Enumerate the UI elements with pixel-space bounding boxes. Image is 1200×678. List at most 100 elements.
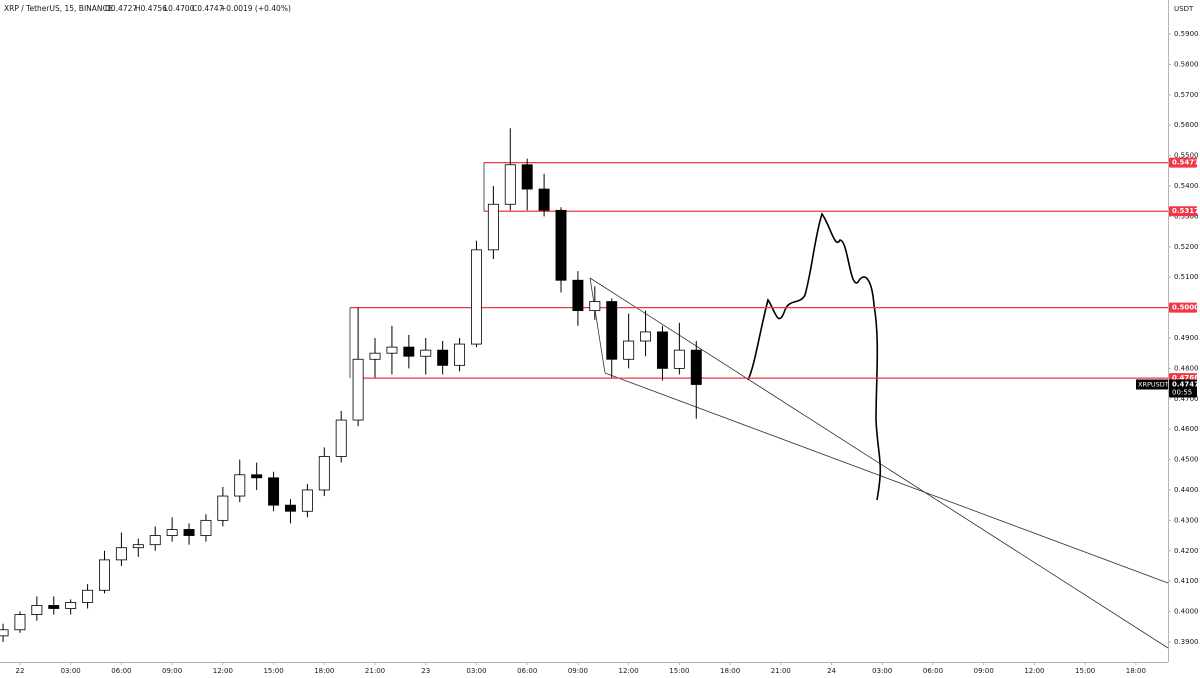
candle-body — [504, 164, 516, 205]
x-tick-label: 12:00 — [619, 667, 639, 675]
x-tick-label: 03:00 — [872, 667, 892, 675]
y-tick-label: 0.5300 — [1174, 212, 1199, 220]
candle-body — [48, 605, 60, 609]
level-label-box — [1169, 206, 1197, 217]
candle-body — [166, 529, 178, 536]
y-tick-label: 0.4000 — [1174, 608, 1199, 616]
level-label: 0.5317 — [1172, 207, 1199, 215]
ohlc-close: C0.4747 — [192, 4, 224, 13]
drawings — [589, 277, 1169, 649]
candle-body — [99, 559, 110, 591]
x-tick-label: 06:00 — [111, 667, 131, 675]
symbol: XRP / TetherUS, 15, BINANCE — [4, 4, 113, 13]
candle-body — [656, 331, 668, 369]
candle-body — [589, 301, 601, 312]
symbol-label: XRPUSDT — [1138, 380, 1169, 388]
change: +0.0019 (+0.40%) — [220, 4, 291, 13]
level-label-box — [1169, 157, 1197, 168]
y-tick-label: 0.4300 — [1174, 516, 1199, 524]
x-tick-label: 18:00 — [1126, 667, 1146, 675]
x-tick-label: 22 — [15, 667, 24, 675]
candle-body — [386, 346, 398, 354]
x-tick-label: 23 — [421, 667, 430, 675]
x-tick-label: 12:00 — [213, 667, 233, 675]
y-tick-label: 0.4400 — [1174, 486, 1199, 494]
candle-body — [690, 349, 702, 385]
price-unit: USDT — [1174, 5, 1194, 13]
x-tick-label: 03:00 — [61, 667, 81, 675]
x-tick-label: 15:00 — [1075, 667, 1095, 675]
candle-body — [82, 589, 94, 603]
candle-body — [420, 349, 432, 357]
candle-body — [0, 629, 9, 637]
x-tick-label: 06:00 — [923, 667, 943, 675]
candle-body — [623, 340, 635, 360]
y-tick-label: 0.4600 — [1174, 425, 1199, 433]
candle-body — [183, 529, 195, 536]
x-tick-label: 21:00 — [365, 667, 385, 675]
candle-body — [285, 504, 296, 512]
y-tick-label: 0.5600 — [1174, 121, 1199, 129]
last-price-label: 0.4747 — [1172, 380, 1199, 388]
candle-body — [200, 519, 212, 536]
level-label: 0.4768 — [1172, 374, 1199, 382]
x-tick-label: 18:00 — [720, 667, 740, 675]
candle-body — [403, 346, 415, 357]
y-tick-label: 0.4500 — [1174, 456, 1199, 464]
y-tick-label: 0.5400 — [1174, 182, 1199, 190]
candle-body — [437, 349, 449, 366]
candle-body — [14, 614, 26, 631]
countdown-label: 00:55 — [1172, 388, 1192, 396]
x-tick-label: 15:00 — [263, 667, 283, 675]
candle-body — [606, 301, 618, 360]
candle-body — [335, 419, 347, 457]
candle-body — [454, 343, 466, 366]
candle-body — [369, 352, 381, 360]
x-tick-label: 24 — [827, 667, 836, 675]
x-tick-label: 15:00 — [669, 667, 689, 675]
level-label: 0.5000 — [1172, 304, 1199, 312]
y-tick-label: 0.4100 — [1174, 577, 1199, 585]
y-tick-label: 0.5700 — [1174, 91, 1199, 99]
ohlc-low: L0.4700 — [164, 4, 195, 13]
y-tick-label: 0.5800 — [1174, 60, 1199, 68]
candle-body — [572, 279, 584, 312]
x-tick-label: 21:00 — [771, 667, 791, 675]
candle-body — [234, 474, 246, 497]
last-price-box — [1169, 379, 1197, 398]
y-tick-label: 0.5900 — [1174, 30, 1199, 38]
symbol-box — [1136, 379, 1168, 390]
candle-body — [640, 331, 652, 342]
candle-body — [352, 358, 364, 421]
trend-line — [589, 277, 606, 374]
candle-body — [487, 203, 499, 251]
candle-body — [301, 489, 313, 512]
projection-sketch — [747, 212, 882, 501]
y-tick-label: 0.3900 — [1174, 638, 1199, 646]
trend-line — [604, 372, 1169, 584]
candle-body — [251, 474, 263, 479]
candle-body — [470, 249, 482, 345]
candle-body — [217, 495, 229, 521]
y-tick-label: 0.4700 — [1174, 395, 1199, 403]
y-tick-label: 0.4800 — [1174, 364, 1199, 372]
level-label: 0.5477 — [1172, 159, 1199, 167]
candle-body — [318, 456, 330, 491]
ohlc-open: O0.4727 — [105, 4, 137, 13]
x-tick-label: 18:00 — [314, 667, 334, 675]
candle-body — [555, 209, 567, 281]
x-tick-label: 09:00 — [162, 667, 182, 675]
x-tick-label: 06:00 — [517, 667, 537, 675]
x-tick-label: 03:00 — [466, 667, 486, 675]
candle-body — [521, 164, 533, 190]
y-tick-label: 0.5200 — [1174, 243, 1199, 251]
y-tick-label: 0.5100 — [1174, 273, 1199, 281]
candle-body — [31, 605, 43, 615]
level-label-box — [1169, 302, 1197, 313]
candle-body — [149, 535, 161, 546]
candle-body — [268, 477, 280, 506]
y-tick-label: 0.4200 — [1174, 547, 1199, 555]
trend-line — [589, 277, 1169, 649]
